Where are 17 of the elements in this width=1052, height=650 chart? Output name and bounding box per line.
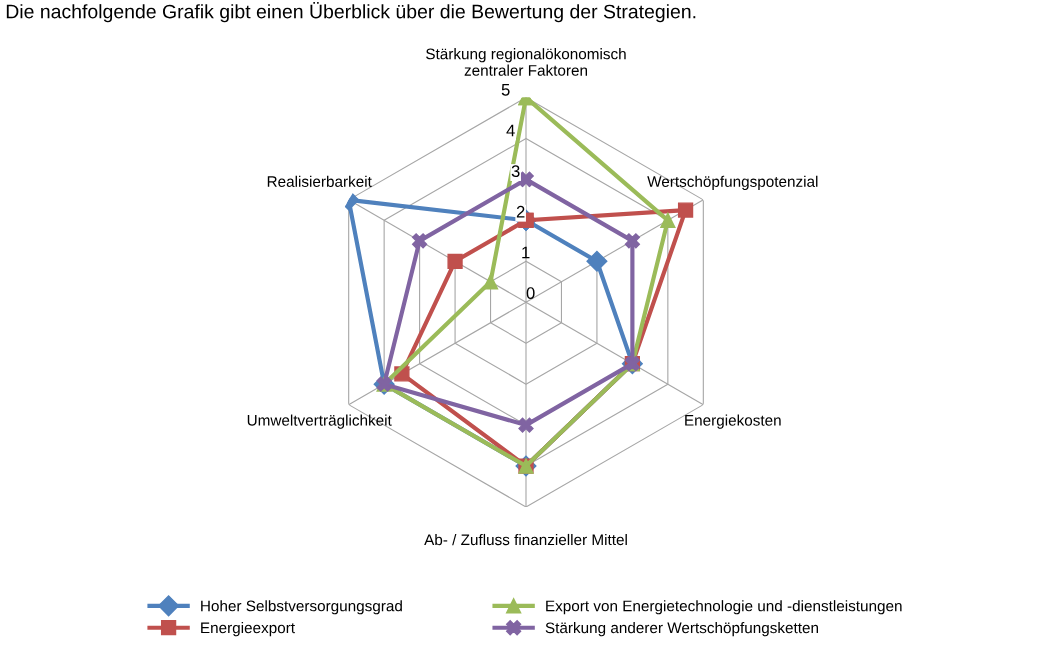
y-tick-label: 2 <box>516 205 525 218</box>
spoke-label: Wertschöpfungspotenzial <box>647 175 818 190</box>
y-tick-label: 4 <box>506 124 515 137</box>
spoke-label: Umweltverträglichkeit <box>247 414 392 429</box>
y-tick-label: 0 <box>526 287 535 299</box>
y-tick-label: 5 <box>501 84 510 96</box>
legend-label: Energieexport <box>201 622 295 637</box>
spoke-label: Stärkung regionalökonomisch zentraler Faktoren <box>426 48 626 76</box>
legend-label: Stärkung anderer Wertschöpfungsketten <box>545 622 818 637</box>
y-tick-label: 3 <box>511 165 520 178</box>
spoke-label: Ab- / Zufluss finanzieller Mittel <box>424 533 627 546</box>
y-tick-label: 1 <box>522 246 530 259</box>
spoke-label: Realisierbarkeit <box>267 175 372 187</box>
legend-label: Export von Energietechnologie und -dienstleistungen <box>546 600 902 615</box>
legend-label: Hoher Selbstversorgungsgrad <box>201 600 402 615</box>
spoke-label: Energiekosten <box>685 414 781 429</box>
chart-title: Die nachfolgende Grafik gibt einen Überblick über die Bewertung der Strategien. <box>6 1 696 23</box>
